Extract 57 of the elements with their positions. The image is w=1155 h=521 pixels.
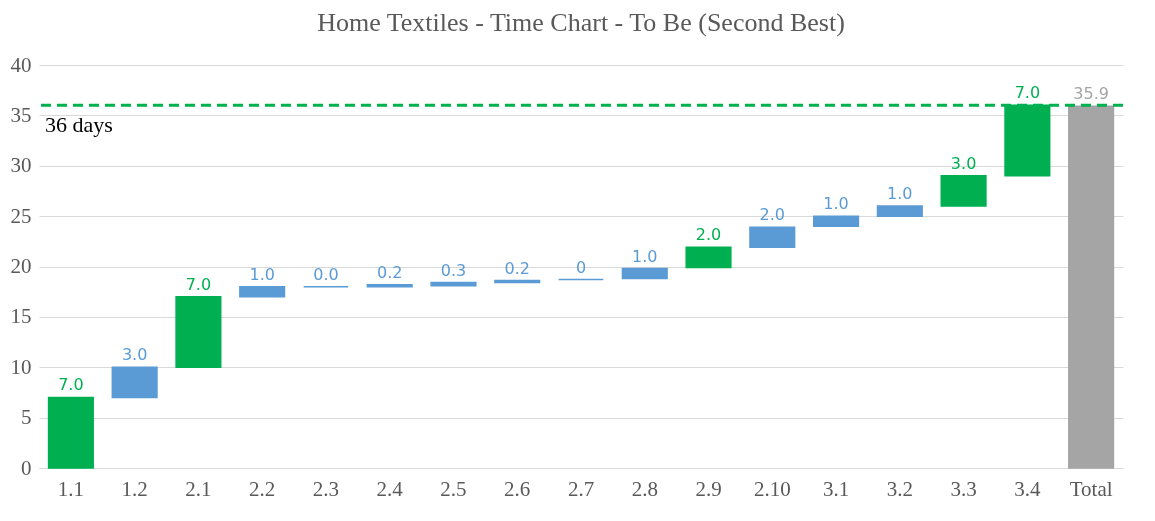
- data-label: 1.0: [887, 184, 913, 204]
- x-tick-label: 2.2: [249, 476, 276, 501]
- y-tick-label: 15: [10, 304, 32, 329]
- x-tick-label: 2.9: [695, 476, 722, 501]
- data-label: 1.0: [823, 194, 849, 214]
- ref-line-label: 36 days: [45, 112, 113, 138]
- x-tick-label: 2.10: [753, 476, 791, 501]
- bar: [175, 295, 222, 368]
- data-label: 0: [575, 257, 587, 277]
- x-tick-label: 3.4: [1014, 476, 1041, 501]
- data-label: 35.9: [1073, 84, 1109, 104]
- bar: [621, 267, 668, 280]
- x-tick-label: 2.8: [631, 476, 658, 501]
- y-tick-label: 35: [10, 102, 32, 127]
- y-tick-label: 30: [10, 153, 32, 178]
- x-tick-label: 2.5: [440, 476, 467, 501]
- data-label: 1.0: [632, 246, 658, 266]
- data-label: 0.0: [313, 264, 339, 284]
- data-label: 2.0: [695, 225, 722, 245]
- x-tick-label: 2.3: [312, 476, 340, 501]
- data-label: 0.2: [504, 258, 530, 278]
- y-tick-label: 5: [21, 405, 32, 430]
- data-label: 1.0: [249, 264, 275, 284]
- x-tick-label: 2.7: [567, 476, 595, 501]
- x-tick-label: 1.2: [121, 476, 148, 501]
- x-tick-label: 3.3: [950, 476, 977, 501]
- x-tick-label: 3.2: [886, 476, 913, 501]
- bar: [111, 366, 158, 399]
- chart-title: Home Textiles - Time Chart - To Be (Second Best): [317, 8, 845, 37]
- x-tick-label: 2.4: [376, 476, 404, 501]
- bar: [940, 175, 987, 207]
- x-tick-label: 2.1: [185, 476, 212, 501]
- data-label: 0.2: [376, 262, 403, 282]
- bar: [430, 281, 477, 287]
- bar: [239, 285, 286, 298]
- data-label: 3.0: [121, 345, 148, 365]
- bar: [876, 205, 923, 217]
- data-label: 3.0: [950, 153, 977, 173]
- bar: [47, 396, 94, 469]
- y-tick-label: 20: [10, 254, 32, 278]
- bar: [685, 246, 732, 269]
- data-label: 0.3: [440, 260, 467, 280]
- x-tick-label: 3.1: [822, 476, 850, 501]
- data-label: 7.0: [185, 274, 212, 294]
- data-label: 7.0: [1014, 83, 1041, 103]
- y-tick-label: 0: [21, 455, 32, 480]
- y-tick-label: 25: [10, 203, 32, 228]
- bar: [812, 215, 860, 227]
- data-label: 2.0: [759, 205, 786, 225]
- data-label: 7.0: [58, 375, 84, 395]
- x-tick-label: 1.1: [57, 476, 85, 501]
- x-tick-label: Total: [1069, 476, 1113, 501]
- y-tick-label: 10: [10, 354, 32, 379]
- bar: [749, 226, 796, 249]
- bar: [1068, 105, 1115, 469]
- y-tick-label: 40: [10, 52, 32, 77]
- x-tick-label: 2.6: [504, 476, 531, 501]
